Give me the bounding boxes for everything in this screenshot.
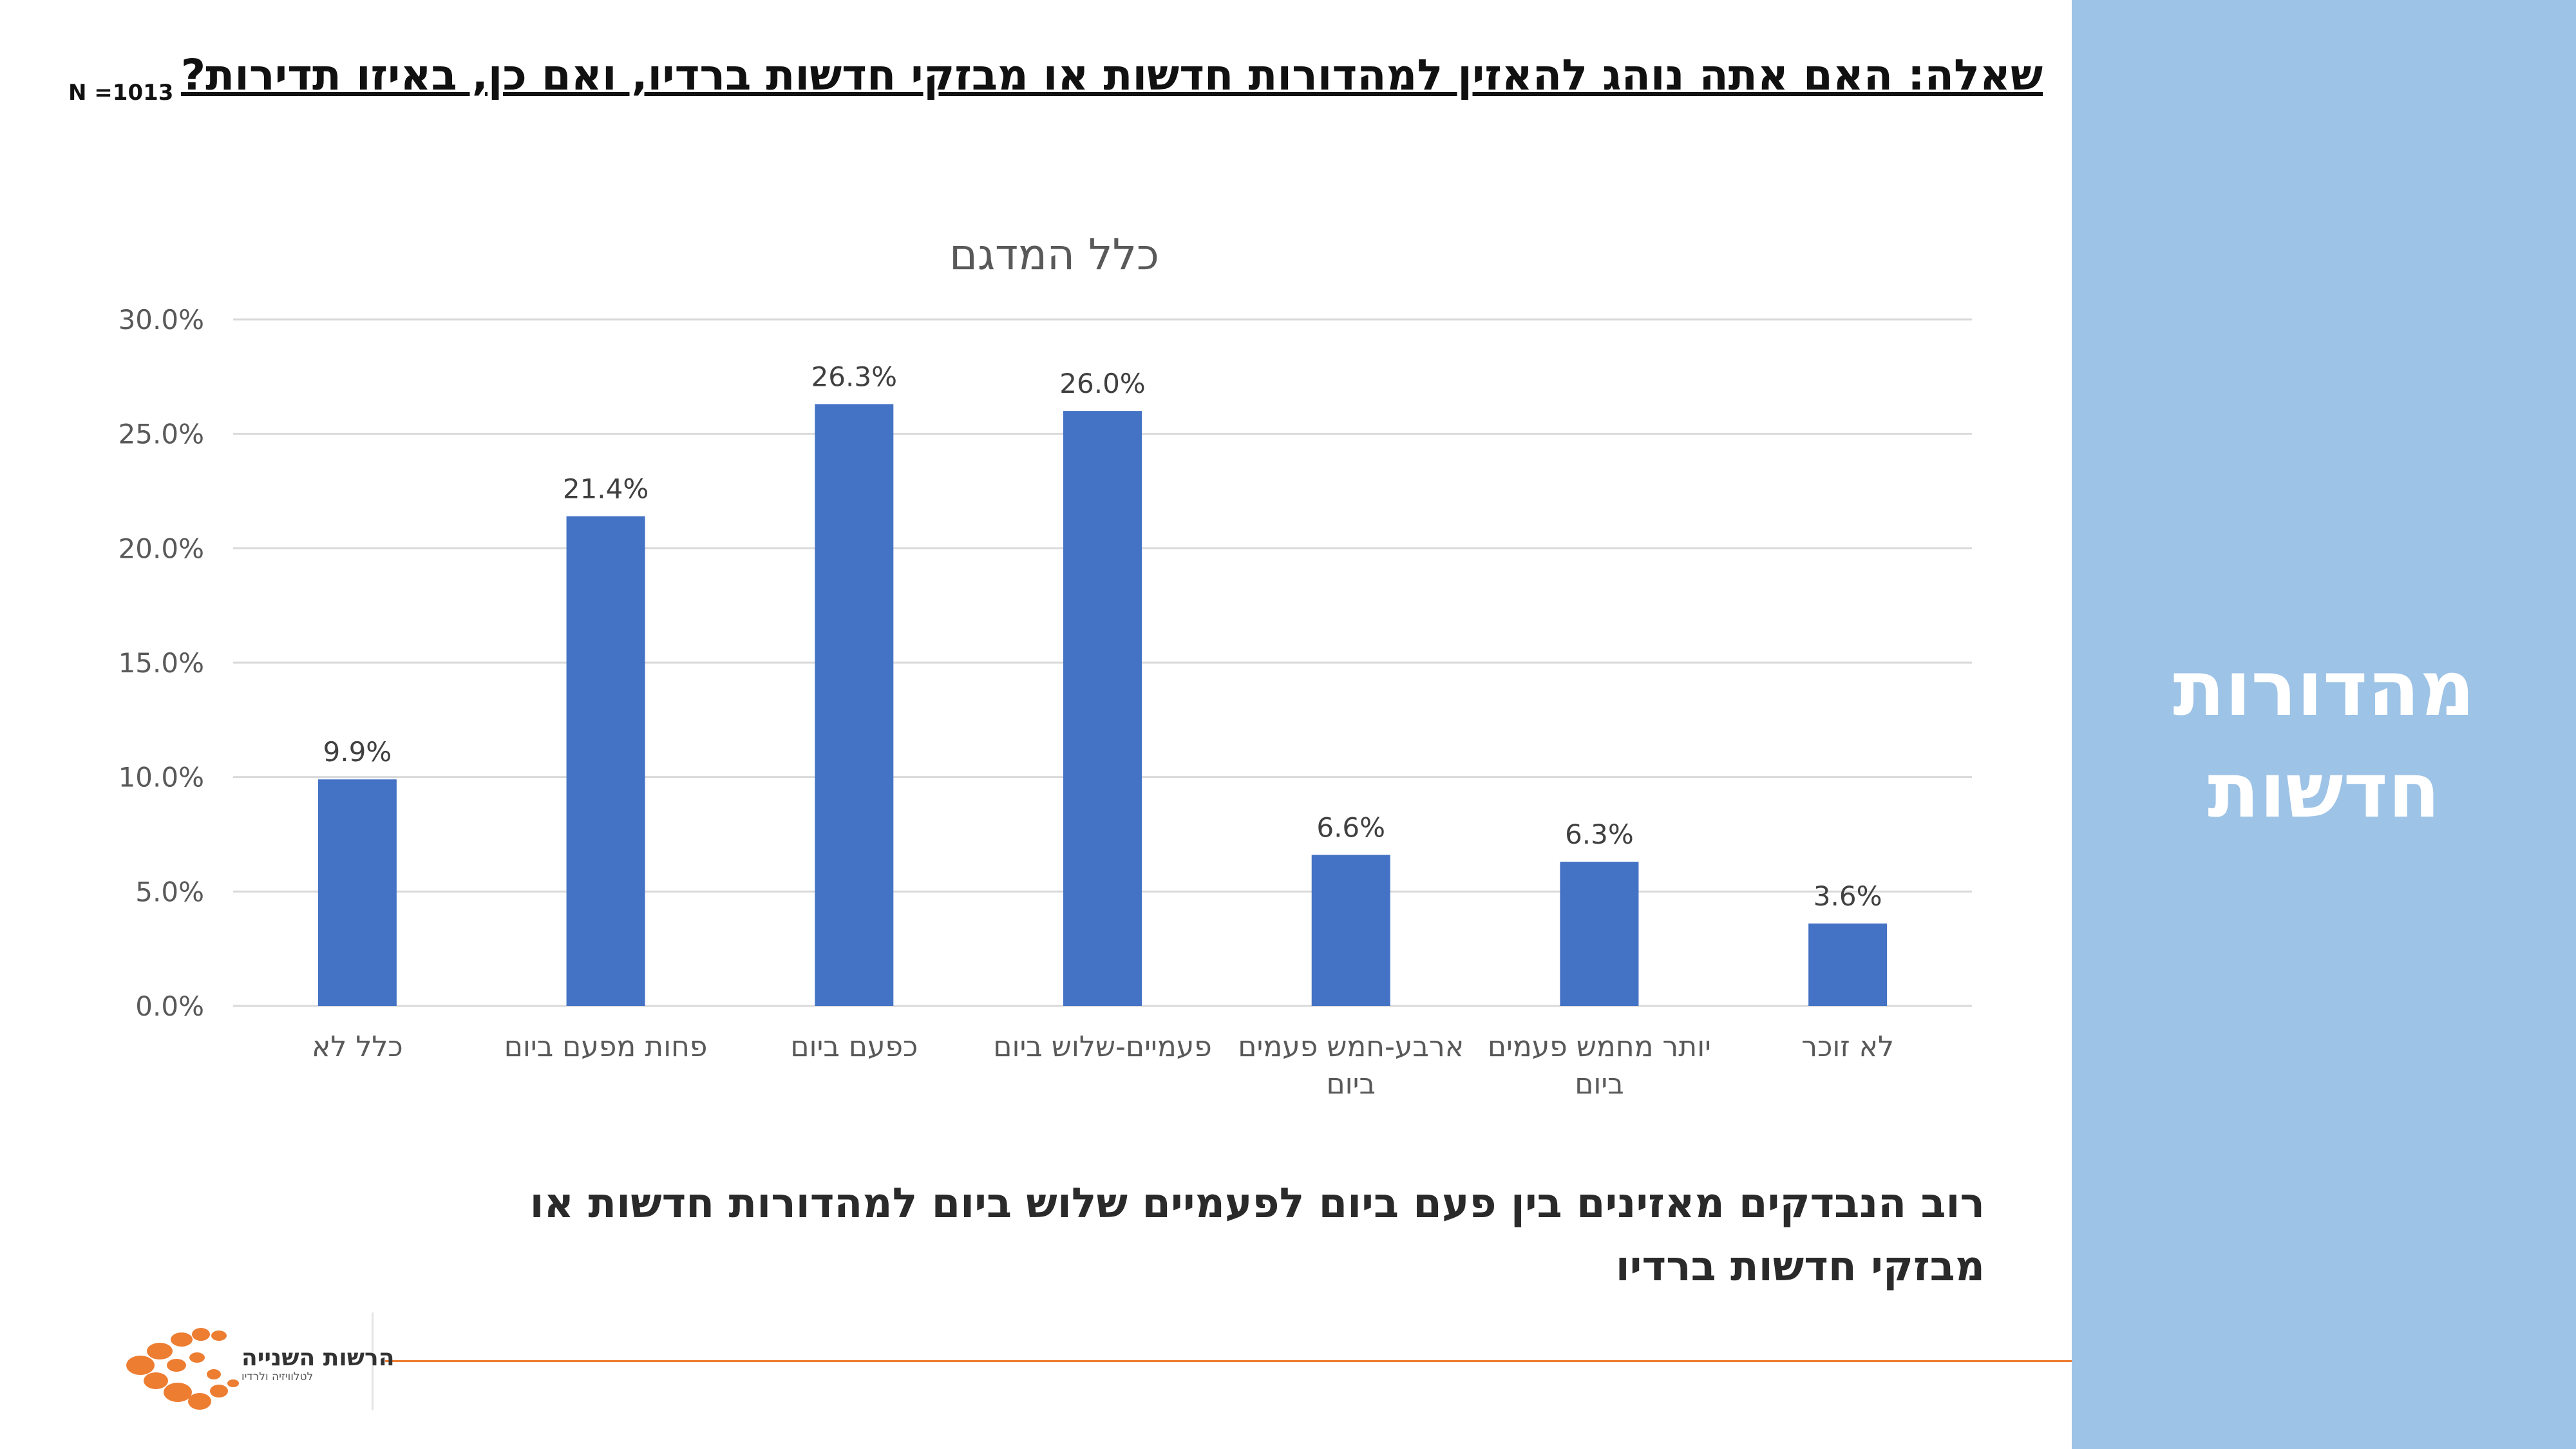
x-category-label: לא זוכר bbox=[1801, 1030, 1894, 1063]
x-category-label: פחות מפעם ביום bbox=[504, 1030, 708, 1063]
y-tick-label: 20.0% bbox=[118, 533, 204, 564]
logo-icon bbox=[126, 1328, 239, 1410]
y-tick-label: 5.0% bbox=[135, 876, 204, 907]
bar bbox=[815, 404, 894, 1006]
x-category-label: פעמיים-שלוש ביום bbox=[993, 1030, 1211, 1063]
bar bbox=[317, 779, 397, 1006]
y-tick-label: 0.0% bbox=[135, 990, 204, 1022]
data-label: 6.6% bbox=[1316, 811, 1385, 843]
footer-accent-line bbox=[385, 1360, 2072, 1362]
summary-line-2: מבזקי חדשות ברדיו bbox=[1615, 1243, 1985, 1291]
x-axis-categories: כלל לא פחות מפעם ביום כפעם ביום פעמיים-שלוש… bbox=[312, 1030, 1894, 1101]
logo-subtitle: לטלוויזיה ולרדיו bbox=[242, 1370, 314, 1383]
y-tick-label: 15.0% bbox=[118, 647, 204, 679]
y-tick-label: 10.0% bbox=[118, 762, 204, 793]
bar bbox=[1063, 411, 1142, 1006]
chart-title: כלל המדגם bbox=[949, 230, 1159, 279]
data-label: 3.6% bbox=[1814, 880, 1882, 912]
bars bbox=[317, 404, 1888, 1006]
bar bbox=[566, 516, 645, 1006]
data-labels: 9.9% 21.4% 26.3% 26.0% 6.6% 6.3% 3.6% bbox=[323, 361, 1882, 912]
y-tick-label: 25.0% bbox=[118, 419, 204, 450]
x-category-label: יותר מחמש פעמים bbox=[1488, 1030, 1711, 1063]
section-title-line-1: מהדורות bbox=[2173, 644, 2475, 733]
y-axis-ticks: 0.0% 5.0% 10.0% 15.0% 20.0% 25.0% 30.0% bbox=[118, 304, 204, 1022]
data-label: 9.9% bbox=[323, 736, 392, 768]
y-tick-label: 30.0% bbox=[118, 304, 204, 336]
data-label: 26.3% bbox=[811, 361, 897, 392]
bar bbox=[1808, 923, 1888, 1006]
x-category-label: ביום bbox=[1575, 1068, 1624, 1101]
summary-text: רוב הנבדקים מאזינים בין פעם ביום לפעמיים… bbox=[439, 1172, 1985, 1298]
data-label: 21.4% bbox=[563, 473, 649, 505]
bar bbox=[1560, 862, 1639, 1006]
section-title: מהדורות חדשות bbox=[2072, 638, 2576, 841]
data-label: 26.0% bbox=[1059, 368, 1145, 399]
bar-chart: כלל המדגם 0.0% 5.0% 10.0% 15.0% 20.0% 25.0% 30… bbox=[118, 230, 1972, 1101]
question-heading: שאלה: האם אתה נוהג להאזין למהדורות חדשות… bbox=[180, 50, 2043, 100]
side-panel: מהדורות חדשות bbox=[2072, 0, 2576, 1449]
data-label: 6.3% bbox=[1565, 819, 1634, 850]
summary-line-1: רוב הנבדקים מאזינים בין פעם ביום לפעמיים… bbox=[529, 1180, 1985, 1227]
x-category-label: ארבע-חמש פעמים bbox=[1238, 1030, 1464, 1063]
x-category-label: ביום bbox=[1326, 1068, 1375, 1101]
x-category-label: כלל לא bbox=[312, 1030, 403, 1063]
logo-divider bbox=[372, 1312, 374, 1410]
section-title-line-2: חדשות bbox=[2207, 746, 2441, 835]
sample-size-label: N =1013 bbox=[68, 80, 174, 106]
x-category-label: כפעם ביום bbox=[790, 1030, 918, 1063]
logo-wordmark: הרשות השנייה bbox=[242, 1345, 395, 1371]
bar bbox=[1311, 855, 1390, 1006]
